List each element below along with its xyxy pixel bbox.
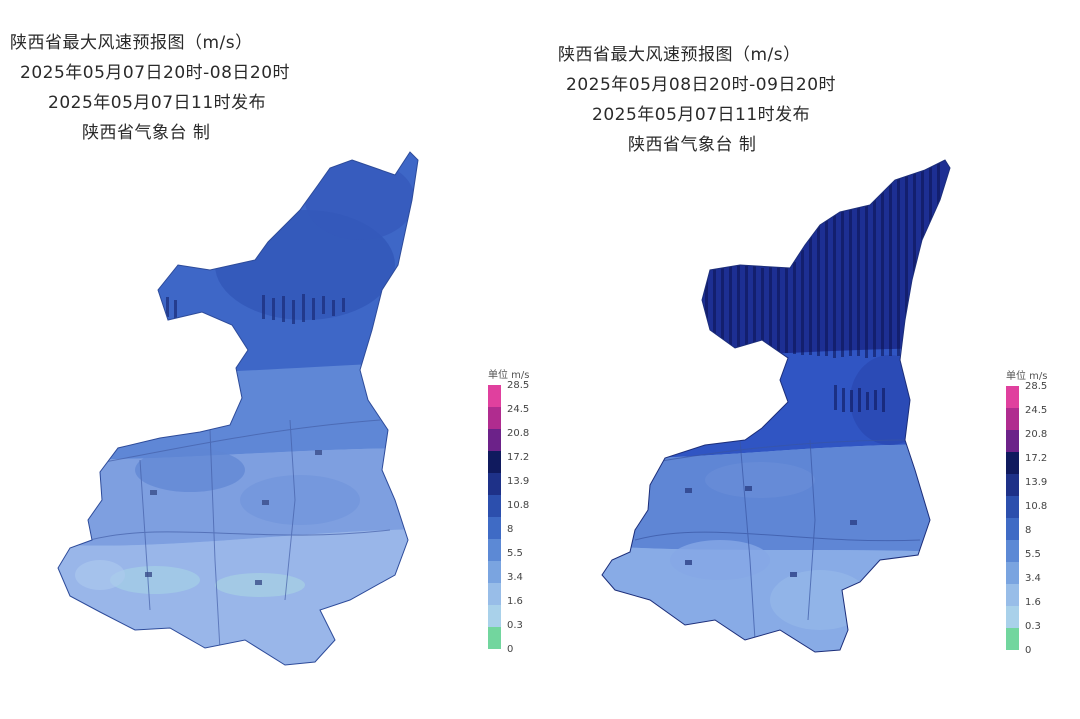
legend-colorbar xyxy=(488,385,501,649)
legend-label: 20.8 xyxy=(1025,429,1048,440)
producer: 陕西省气象台 制 xyxy=(82,123,211,143)
legend-swatch xyxy=(1006,540,1019,562)
legend-label: 10.8 xyxy=(1025,501,1048,512)
legend-label: 1.6 xyxy=(507,596,523,607)
legend-swatch xyxy=(488,429,501,451)
legend-swatch xyxy=(1006,386,1019,408)
legend-label: 13.9 xyxy=(1025,477,1048,488)
legend-label: 1.6 xyxy=(1025,597,1041,608)
legend-swatch xyxy=(488,407,501,429)
legend-swatch xyxy=(1006,408,1019,430)
legend: 单位 m/s 28.5 24.5 20.8 17.2 13.9 10.8 8 5.5 3.4 1.… xyxy=(1006,367,1059,656)
legend-label: 0.3 xyxy=(507,620,523,631)
legend-swatch xyxy=(488,385,501,407)
legend-label: 28.5 xyxy=(1025,381,1048,392)
forecast-period: 2025年05月07日20时-08日20时 xyxy=(20,63,291,83)
legend-swatch xyxy=(1006,518,1019,540)
shaanxi-wind-map xyxy=(57,151,419,666)
legend-label: 20.8 xyxy=(507,428,530,439)
legend-label: 8 xyxy=(1025,525,1032,536)
legend-label: 24.5 xyxy=(1025,405,1048,416)
legend-label: 17.2 xyxy=(507,452,530,463)
county-boundaries xyxy=(609,439,921,641)
map-panel-left: 陕西省最大风速预报图（m/s） 2025年05月07日20时-08日20时 20… xyxy=(10,28,541,666)
legend-swatch xyxy=(1006,452,1019,474)
legend-label: 28.5 xyxy=(507,380,530,391)
legend-label: 24.5 xyxy=(507,404,530,415)
shaanxi-wind-map xyxy=(601,159,951,653)
forecast-period: 2025年05月08日20时-09日20时 xyxy=(566,75,837,95)
map-title-block: 陕西省最大风速预报图（m/s） 2025年05月07日20时-08日20时 20… xyxy=(10,28,290,148)
legend-swatch xyxy=(488,627,501,649)
legend-label: 3.4 xyxy=(507,572,523,583)
map-title: 陕西省最大风速预报图（m/s） xyxy=(558,45,801,65)
gust-hatch-left xyxy=(166,294,345,324)
legend-swatch xyxy=(1006,562,1019,584)
legend-swatch xyxy=(1006,606,1019,628)
legend-label: 0 xyxy=(507,644,514,655)
legend-swatch xyxy=(488,605,501,627)
legend-title: 单位 m/s xyxy=(488,370,530,381)
legend-title: 单位 m/s xyxy=(1006,371,1048,382)
legend-labels: 28.5 24.5 20.8 17.2 13.9 10.8 8 5.5 3.4 1.6 0.3 0 xyxy=(1019,382,1059,656)
legend-swatch xyxy=(488,495,501,517)
legend-label: 5.5 xyxy=(1025,549,1041,560)
gust-hatch-right xyxy=(705,160,940,412)
legend-label: 8 xyxy=(507,524,514,535)
legend-label: 0 xyxy=(1025,645,1032,656)
legend-swatch xyxy=(488,517,501,539)
legend-swatch xyxy=(1006,584,1019,606)
legend: 单位 m/s 28.5 24.5 20.8 17.2 13.9 10.8 8 5.5 3.4 1.… xyxy=(488,366,541,655)
legend-swatch xyxy=(488,539,501,561)
legend-swatch xyxy=(488,583,501,605)
legend-swatch xyxy=(488,561,501,583)
legend-label: 10.8 xyxy=(507,500,530,511)
legend-swatch xyxy=(1006,430,1019,452)
map-panel-right: 陕西省最大风速预报图（m/s） 2025年05月08日20时-09日20时 20… xyxy=(540,0,1080,719)
issue-time: 2025年05月07日11时发布 xyxy=(592,105,811,125)
legend-swatch xyxy=(1006,474,1019,496)
map-title-block: 陕西省最大风速预报图（m/s） 2025年05月08日20时-09日20时 20… xyxy=(558,40,836,160)
legend-label: 5.5 xyxy=(507,548,523,559)
legend-swatch xyxy=(488,473,501,495)
legend-labels: 28.5 24.5 20.8 17.2 13.9 10.8 8 5.5 3.4 1.6 0.3 0 xyxy=(501,381,541,655)
legend-swatch xyxy=(488,451,501,473)
issue-time: 2025年05月07日11时发布 xyxy=(48,93,267,113)
legend-label: 17.2 xyxy=(1025,453,1048,464)
map-title: 陕西省最大风速预报图（m/s） xyxy=(10,33,253,53)
legend-label: 3.4 xyxy=(1025,573,1041,584)
producer: 陕西省气象台 制 xyxy=(628,135,757,155)
legend-colorbar xyxy=(1006,386,1019,650)
legend-swatch xyxy=(1006,628,1019,650)
legend-label: 0.3 xyxy=(1025,621,1041,632)
legend-label: 13.9 xyxy=(507,476,530,487)
legend-swatch xyxy=(1006,496,1019,518)
